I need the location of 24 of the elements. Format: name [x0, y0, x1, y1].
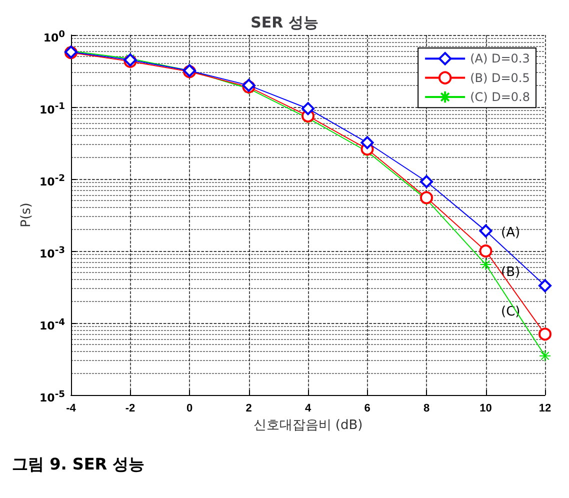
x-tick-label: 6 — [364, 402, 370, 414]
legend-label: (C) D=0.8 — [470, 90, 530, 104]
x-tick-label: 4 — [304, 402, 312, 414]
annotation: (B) — [501, 265, 520, 280]
y-tick-label: 10$^{-5}$ — [40, 388, 65, 407]
annotation: (A) — [501, 226, 520, 240]
y-tick-label: 10$^{-2}$ — [40, 172, 65, 191]
x-tick-label: 8 — [423, 402, 430, 414]
caption: 그림 9. SER 성능 — [12, 454, 145, 474]
y-axis-title: P(s) — [19, 202, 34, 228]
x-tick-label: 2 — [246, 402, 252, 414]
x-axis-title: 신호대잡음비 (dB) — [253, 418, 363, 433]
legend-label: (A) D=0.3 — [470, 52, 530, 66]
legend-label: (B) D=0.5 — [470, 70, 530, 85]
x-tick-label: -2 — [125, 402, 136, 414]
x-tick-label: 0 — [186, 402, 193, 414]
y-tick-label: 10$^{-4}$ — [40, 316, 65, 335]
y-tick-label: 10$^{-1}$ — [40, 100, 65, 119]
x-tick-label: -4 — [66, 402, 77, 414]
x-tick-label: 12 — [538, 402, 552, 414]
chart-title: SER 성능 — [250, 14, 318, 32]
y-tick-label: 10$^{-3}$ — [40, 244, 65, 263]
y-tick-label: 10$^{0}$ — [43, 28, 65, 47]
x-tick-label: 10 — [480, 402, 492, 414]
